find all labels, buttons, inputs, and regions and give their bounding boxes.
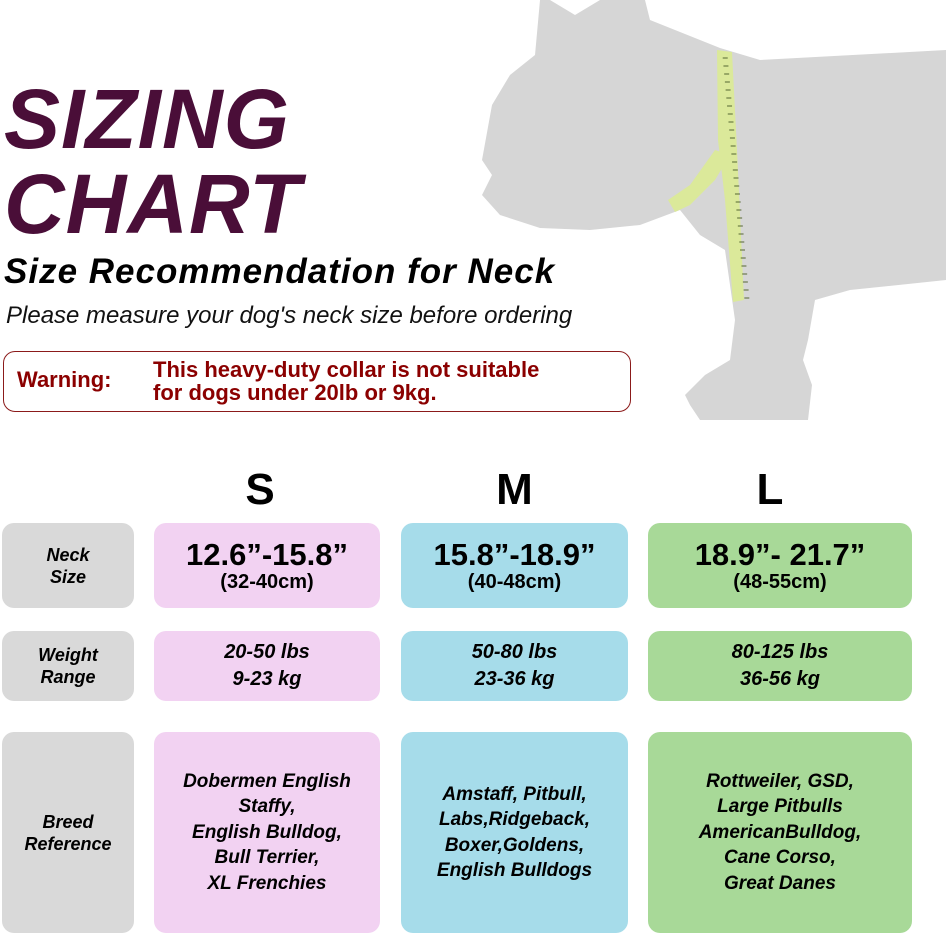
breed-line: English Bulldog, bbox=[192, 821, 342, 843]
neck-size-l: 18.9”- 21.7” (48-55cm) bbox=[648, 523, 912, 608]
breed-line: Labs,Ridgeback, bbox=[439, 809, 590, 830]
breed-line: AmericanBulldog, bbox=[698, 821, 862, 843]
breed-l: Rottweiler, GSD, Large Pitbulls AmericanBu… bbox=[648, 732, 912, 933]
weight-kg: 23-36 kg bbox=[474, 668, 555, 690]
label-text: Breed bbox=[42, 811, 94, 832]
title-line2: CHART bbox=[4, 157, 302, 251]
size-header-l: L bbox=[756, 465, 784, 514]
weight-kg: 9-23 kg bbox=[232, 668, 302, 690]
title-line1: SIZING bbox=[4, 72, 291, 166]
breed-line: English Bulldogs bbox=[436, 860, 593, 881]
weight-s: 20-50 lbs 9-23 kg bbox=[154, 631, 380, 701]
weight-m: 50-80 lbs 23-36 kg bbox=[401, 631, 628, 701]
warning-box: Warning: This heavy-duty collar is not s… bbox=[3, 351, 631, 412]
row-label-breed: Breed Reference bbox=[2, 732, 134, 933]
size-header-m: M bbox=[496, 465, 533, 514]
breed-s: Dobermen English Staffy, English Bulldog, B… bbox=[154, 732, 380, 933]
warning-line1: This heavy-duty collar is not suitable bbox=[153, 357, 540, 382]
size-header-s: S bbox=[245, 465, 275, 514]
neck-inch: 18.9”- 21.7” bbox=[694, 536, 866, 572]
weight-lbs: 20-50 lbs bbox=[224, 641, 310, 663]
label-text: Reference bbox=[24, 833, 112, 854]
neck-cm: (48-55cm) bbox=[733, 570, 827, 593]
weight-lbs: 50-80 lbs bbox=[471, 641, 558, 663]
breed-line: Bull Terrier, bbox=[214, 847, 320, 869]
breed-line: Great Danes bbox=[724, 872, 836, 894]
weight-kg: 36-56 kg bbox=[739, 668, 821, 690]
subtitle: Size Recommendation for Neck bbox=[4, 252, 556, 291]
label-text: Range bbox=[40, 667, 96, 687]
neck-inch: 12.6”-15.8” bbox=[186, 536, 348, 572]
breed-line: Cane Corso, bbox=[724, 847, 836, 869]
label-text: Weight bbox=[38, 645, 98, 665]
label-text: Neck bbox=[46, 544, 90, 565]
neck-cm: (40-48cm) bbox=[467, 570, 562, 593]
breed-line: XL Frenchies bbox=[207, 872, 327, 894]
breed-m: Amstaff, Pitbull, Labs,Ridgeback, Boxer,Go… bbox=[401, 732, 628, 933]
weight-lbs: 80-125 lbs bbox=[731, 641, 829, 663]
neck-cm: (32-40cm) bbox=[220, 570, 314, 593]
neck-inch: 15.8”-18.9” bbox=[433, 536, 596, 572]
neck-size-s: 12.6”-15.8” (32-40cm) bbox=[154, 523, 380, 608]
breed-line: Boxer,Goldens, bbox=[444, 834, 585, 856]
row-label-weight: Weight Range bbox=[2, 631, 134, 701]
breed-line: Large Pitbulls bbox=[717, 796, 843, 818]
weight-l: 80-125 lbs 36-56 kg bbox=[648, 631, 912, 701]
breed-line: Dobermen English bbox=[183, 770, 351, 792]
warning-line2: for dogs under 20lb or 9kg. bbox=[153, 380, 437, 405]
breed-line: Staffy, bbox=[238, 796, 296, 818]
warning-label: Warning: bbox=[17, 367, 112, 392]
warning-text: This heavy-duty collar is not suitable f… bbox=[153, 358, 539, 404]
row-label-neck: Neck Size bbox=[2, 523, 134, 608]
label-text: Size bbox=[49, 566, 87, 587]
instruction: Please measure your dog's neck size befo… bbox=[6, 302, 573, 329]
breed-line: Amstaff, Pitbull, bbox=[442, 783, 587, 805]
breed-line: Rottweiler, GSD, bbox=[706, 770, 854, 792]
neck-size-m: 15.8”-18.9” (40-48cm) bbox=[401, 523, 628, 608]
